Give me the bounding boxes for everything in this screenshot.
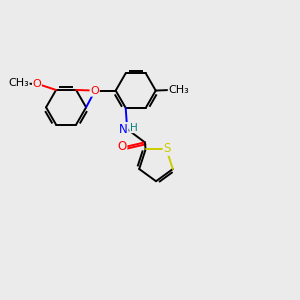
Text: O: O [33,80,41,89]
Text: CH₃: CH₃ [8,78,29,88]
Text: S: S [163,142,171,155]
Text: CH₃: CH₃ [168,85,189,95]
Text: N: N [119,123,128,136]
Text: O: O [90,85,99,96]
Text: N: N [91,86,99,96]
Text: O: O [118,140,127,153]
Text: H: H [130,123,137,133]
